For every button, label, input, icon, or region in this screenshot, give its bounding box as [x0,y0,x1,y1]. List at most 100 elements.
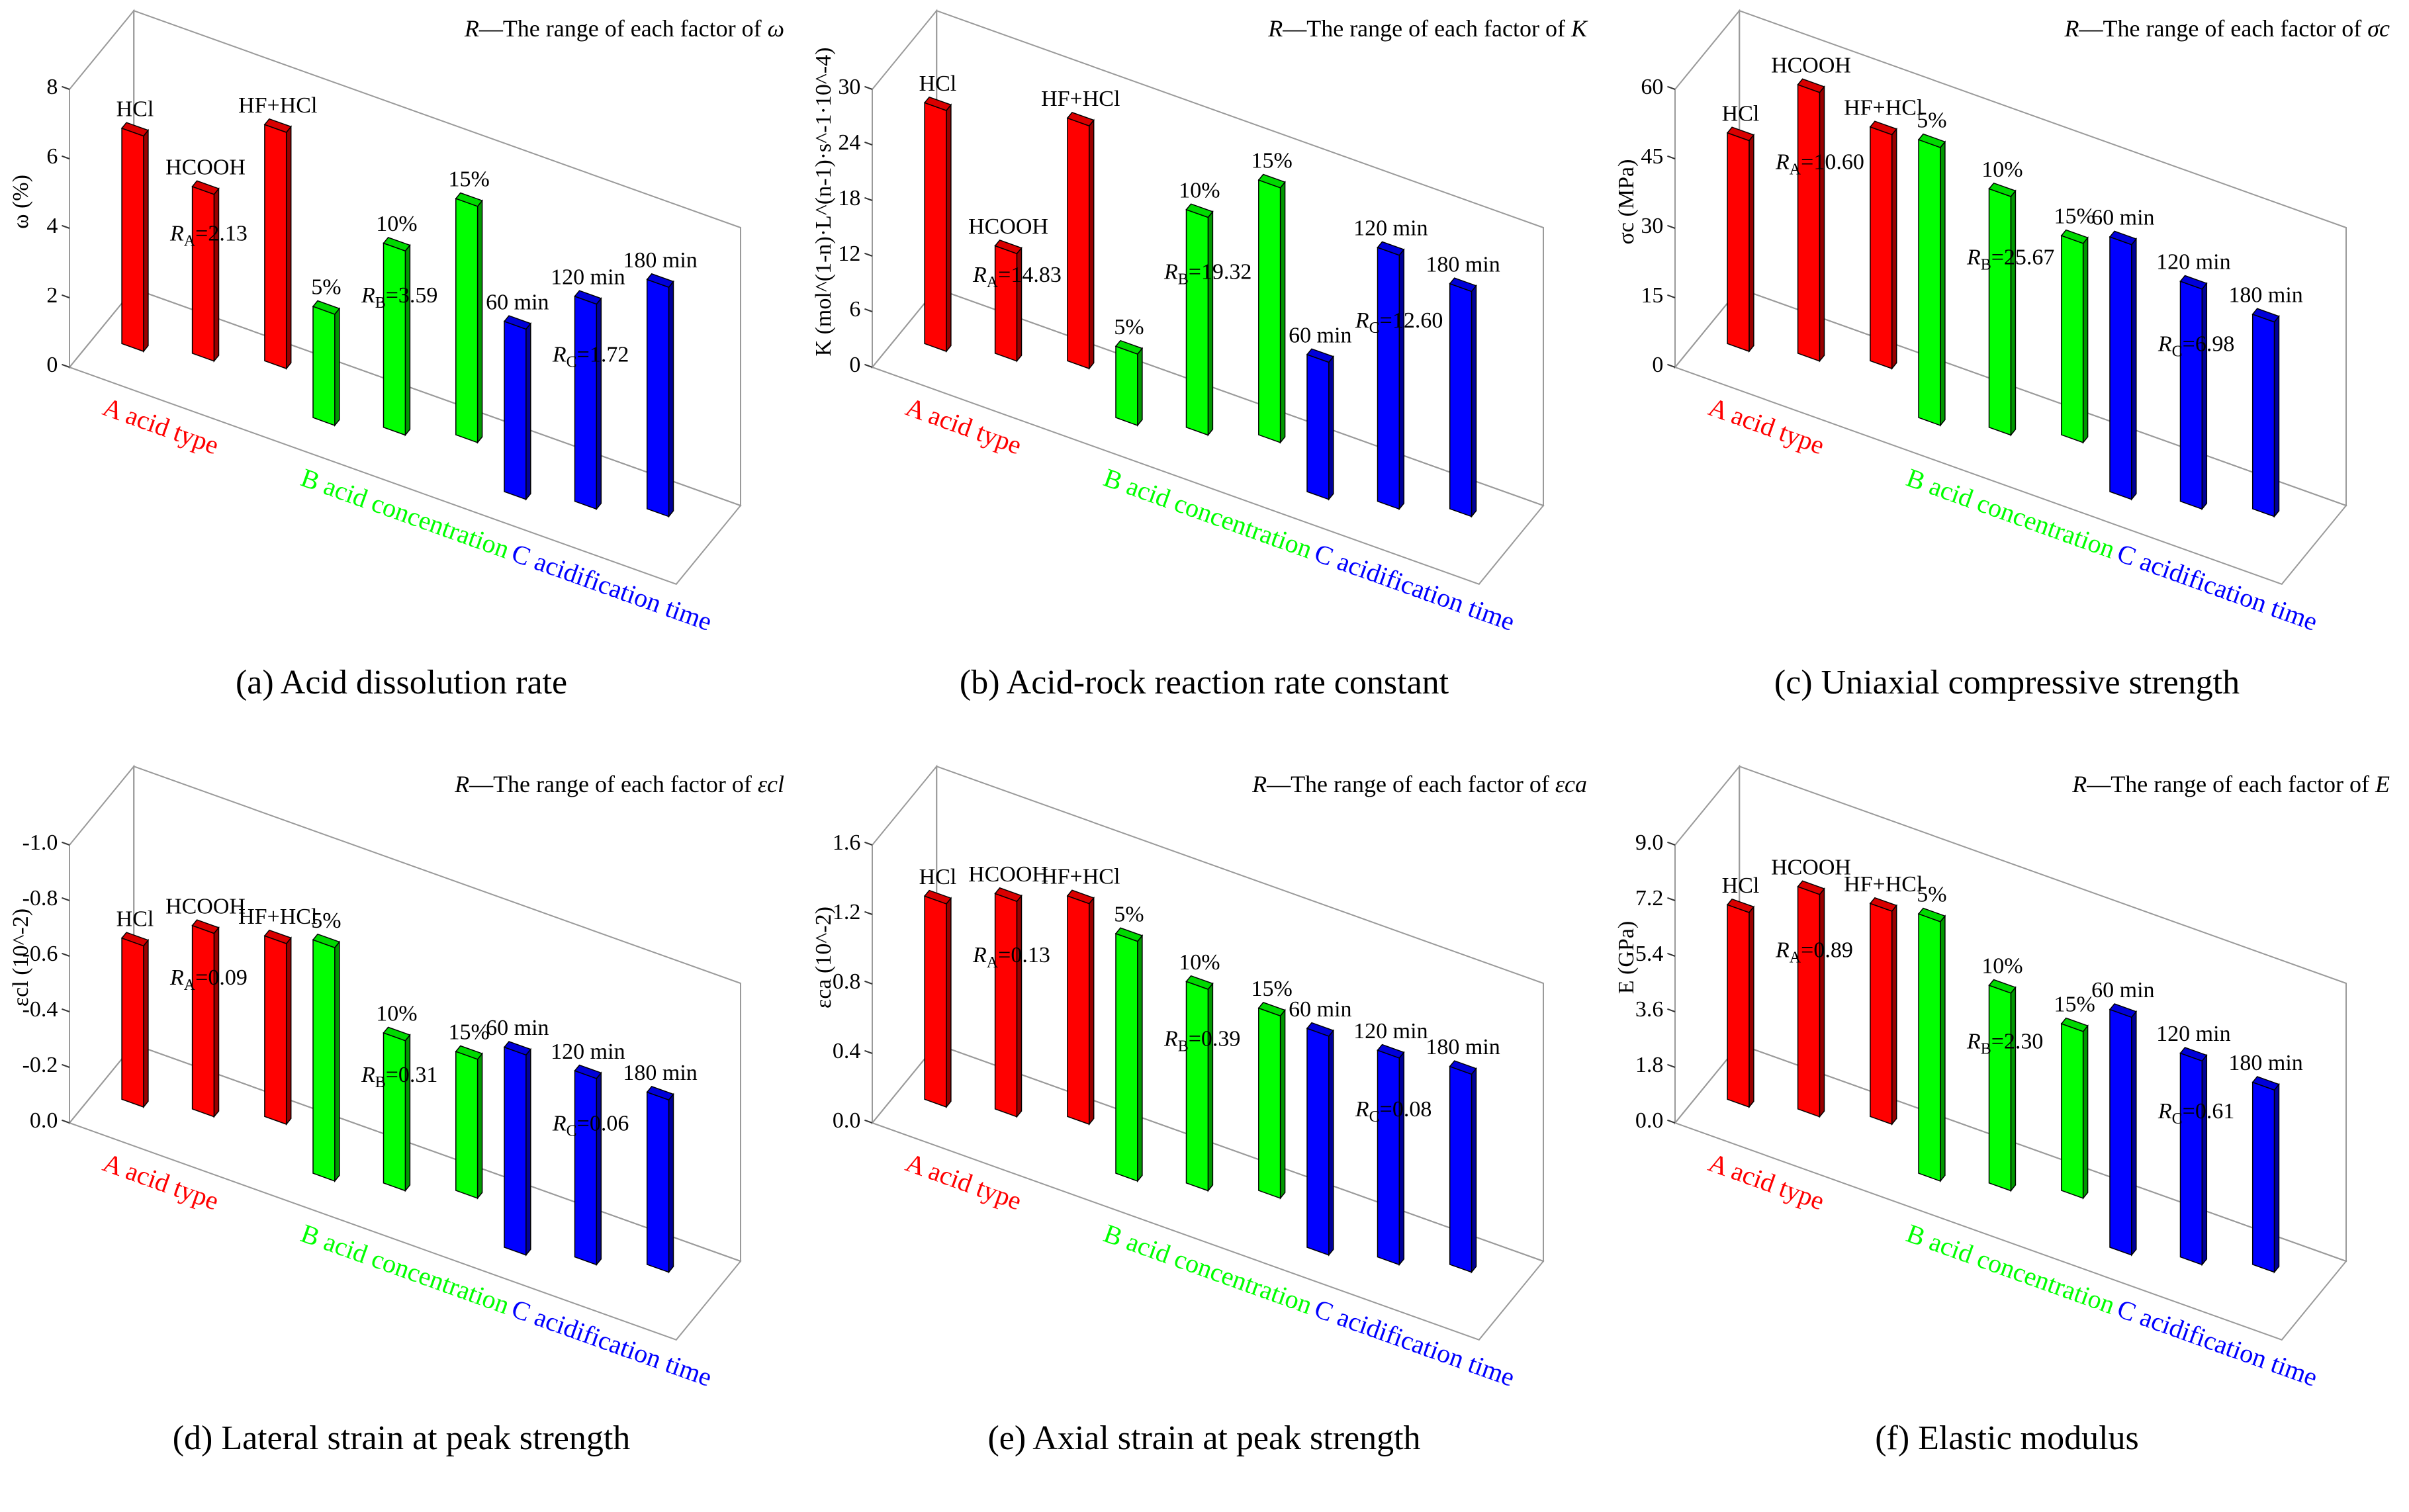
y-tick [62,952,70,957]
bar-front [383,242,406,436]
panel-f: R—The range of each factor of E 0.0 1.8 3.… [1606,756,2408,1511]
y-tick [864,841,873,846]
range-value: RC=6.98 [2158,332,2234,361]
y-tick-label: 8 [46,75,58,99]
bar-category-label: 120 min [1353,1019,1428,1044]
bar-front [574,1070,598,1266]
bar-side [668,1092,674,1274]
panel-e: R—The range of each factor of εca 0.0 0.4… [803,756,1606,1511]
bar-side [1749,905,1754,1109]
bar-10-: 10% [1981,157,2023,437]
range-value: RB=25.67 [1966,245,2054,273]
bar-top [1066,112,1095,127]
bar-top [503,315,532,330]
y-axis-label: εcl (10^-2) [9,909,33,1006]
bar-category-label: HCOOH [1771,54,1851,78]
bar-side [1328,1029,1334,1257]
bar-front [1727,904,1750,1108]
bar-side [946,103,952,353]
bar-front [504,1046,527,1256]
bar-category-label: HCl [919,71,957,96]
bar-side [1891,904,1897,1126]
bar-top [1449,277,1477,292]
bar-top [1869,897,1897,912]
range-note: R—The range of each factor of σc [2064,15,2390,42]
bar-category-label: HCOOH [968,214,1048,239]
y-tick-label: 45 [1641,144,1663,169]
bar-hcl: HCl [116,97,154,353]
y-tick-label: 5.4 [1635,942,1664,966]
panel-c: R—The range of each factor of σc 0 15 30 45… [1606,0,2408,756]
range-value: RB=0.31 [361,1063,437,1091]
bar-category-label: 15% [2054,204,2095,229]
bar-category-label: 5% [1917,883,1946,907]
bar-top [2060,229,2089,244]
bar-top [1306,1022,1335,1037]
bar-category-label: HF+HCl [1041,864,1120,889]
bar-front [1258,179,1281,443]
bar-category-label: HCl [1722,873,1760,898]
bar-category-label: HCOOH [165,156,246,180]
y-tick-label: 3.6 [1635,997,1664,1022]
bar-side [1088,118,1095,371]
bar-15-: 15% [2054,204,2095,444]
y-tick [1667,85,1676,90]
bar-10-: 10% [376,212,418,437]
bar-front [1870,903,1893,1126]
panel-a: R—The range of each factor of ω 0 2 4 6 8 ω (… [0,0,803,756]
y-tick-label: -1.0 [23,830,58,855]
bar-category-label: 180 min [623,248,697,273]
y-axis: 0.0 -0.2 -0.4 -0.6 -0.8 -1.0 εcl (10^-2) [9,830,70,1133]
bars: HF+HCl 15% 180 min HCOOH 10% 120 min HCl 5% 60 m… [919,862,1500,1274]
bar-side [1088,896,1095,1126]
bar-top [646,273,674,288]
bars: HF+HCl 15% 180 min HCOOH 10% 120 min HCl 5% 60 m… [919,71,1500,518]
range-value: RC=12.60 [1355,308,1443,337]
bar-category-label: HCl [116,97,154,121]
range-annotations: RA=0.09 RB=0.31 RC=0.06 [169,965,629,1140]
bar-side [1398,1051,1405,1267]
bar-category-label: 15% [1251,149,1293,173]
y-tick-label: 9.0 [1635,830,1664,855]
bar-side [213,187,220,363]
bar-60-min: 60 min [2091,978,2155,1257]
bar-front [504,320,527,500]
bar-front [924,895,947,1108]
range-note: R—The range of each factor of ω [464,15,784,42]
bar-category-label: 60 min [1289,323,1351,347]
y-tick [864,911,873,915]
bar-front [1185,981,1209,1192]
y-tick [62,1063,70,1068]
y-tick [62,363,70,368]
bar-side [946,897,952,1109]
bar-side [1940,914,1946,1182]
bar-front [264,935,287,1126]
bar-top [312,300,341,315]
bars: HF+HCl 15% 180 min HCOOH 10% 120 min HCl 5% 60 m… [116,93,698,518]
bar-side [143,128,149,353]
bar-hcl: HCl [1722,873,1760,1109]
bar-front [994,893,1018,1118]
bar-category-label: 10% [376,1002,417,1026]
bar-120-min: 120 min [1353,1019,1428,1267]
bar-side [477,199,483,444]
bar3d-chart-d: 0.0 -0.2 -0.4 -0.6 -0.8 -1.0 εcl (10^-2) A acid… [9,764,742,1392]
bar-hf-hcl: HF+HCl [1041,864,1120,1126]
bar-front [1797,83,1821,362]
bar-side [1137,347,1143,427]
y-tick-label: 0.0 [1635,1108,1664,1133]
y-tick-label: 4 [46,214,58,238]
bar-front [2179,281,2203,510]
bar-front [2109,1008,2132,1256]
group-label: C acidification time [508,1294,715,1392]
y-tick-label: 18 [838,186,860,210]
bar3d-chart-b: 0 6 12 18 24 30K (mol^(1-n)·L^(n-1)·s^-1·10^-… [811,9,1545,637]
bar-top [120,122,150,137]
bar3d-chart-e: 0.0 0.4 0.8 1.2 1.6 εca (10^-2) A acid type B a… [811,764,1545,1392]
bar-category-label: HF+HCl [1844,95,1923,120]
bar-side [2082,1024,2089,1200]
group-label: A acid type [99,1147,223,1216]
bar-front [1067,895,1090,1126]
panel-d: R—The range of each factor of εcl 0.0 -0.… [0,756,803,1511]
bars: HF+HCl 15% 180 min HCOOH 10% 120 min HCl 5% 60 m… [1722,856,2303,1274]
